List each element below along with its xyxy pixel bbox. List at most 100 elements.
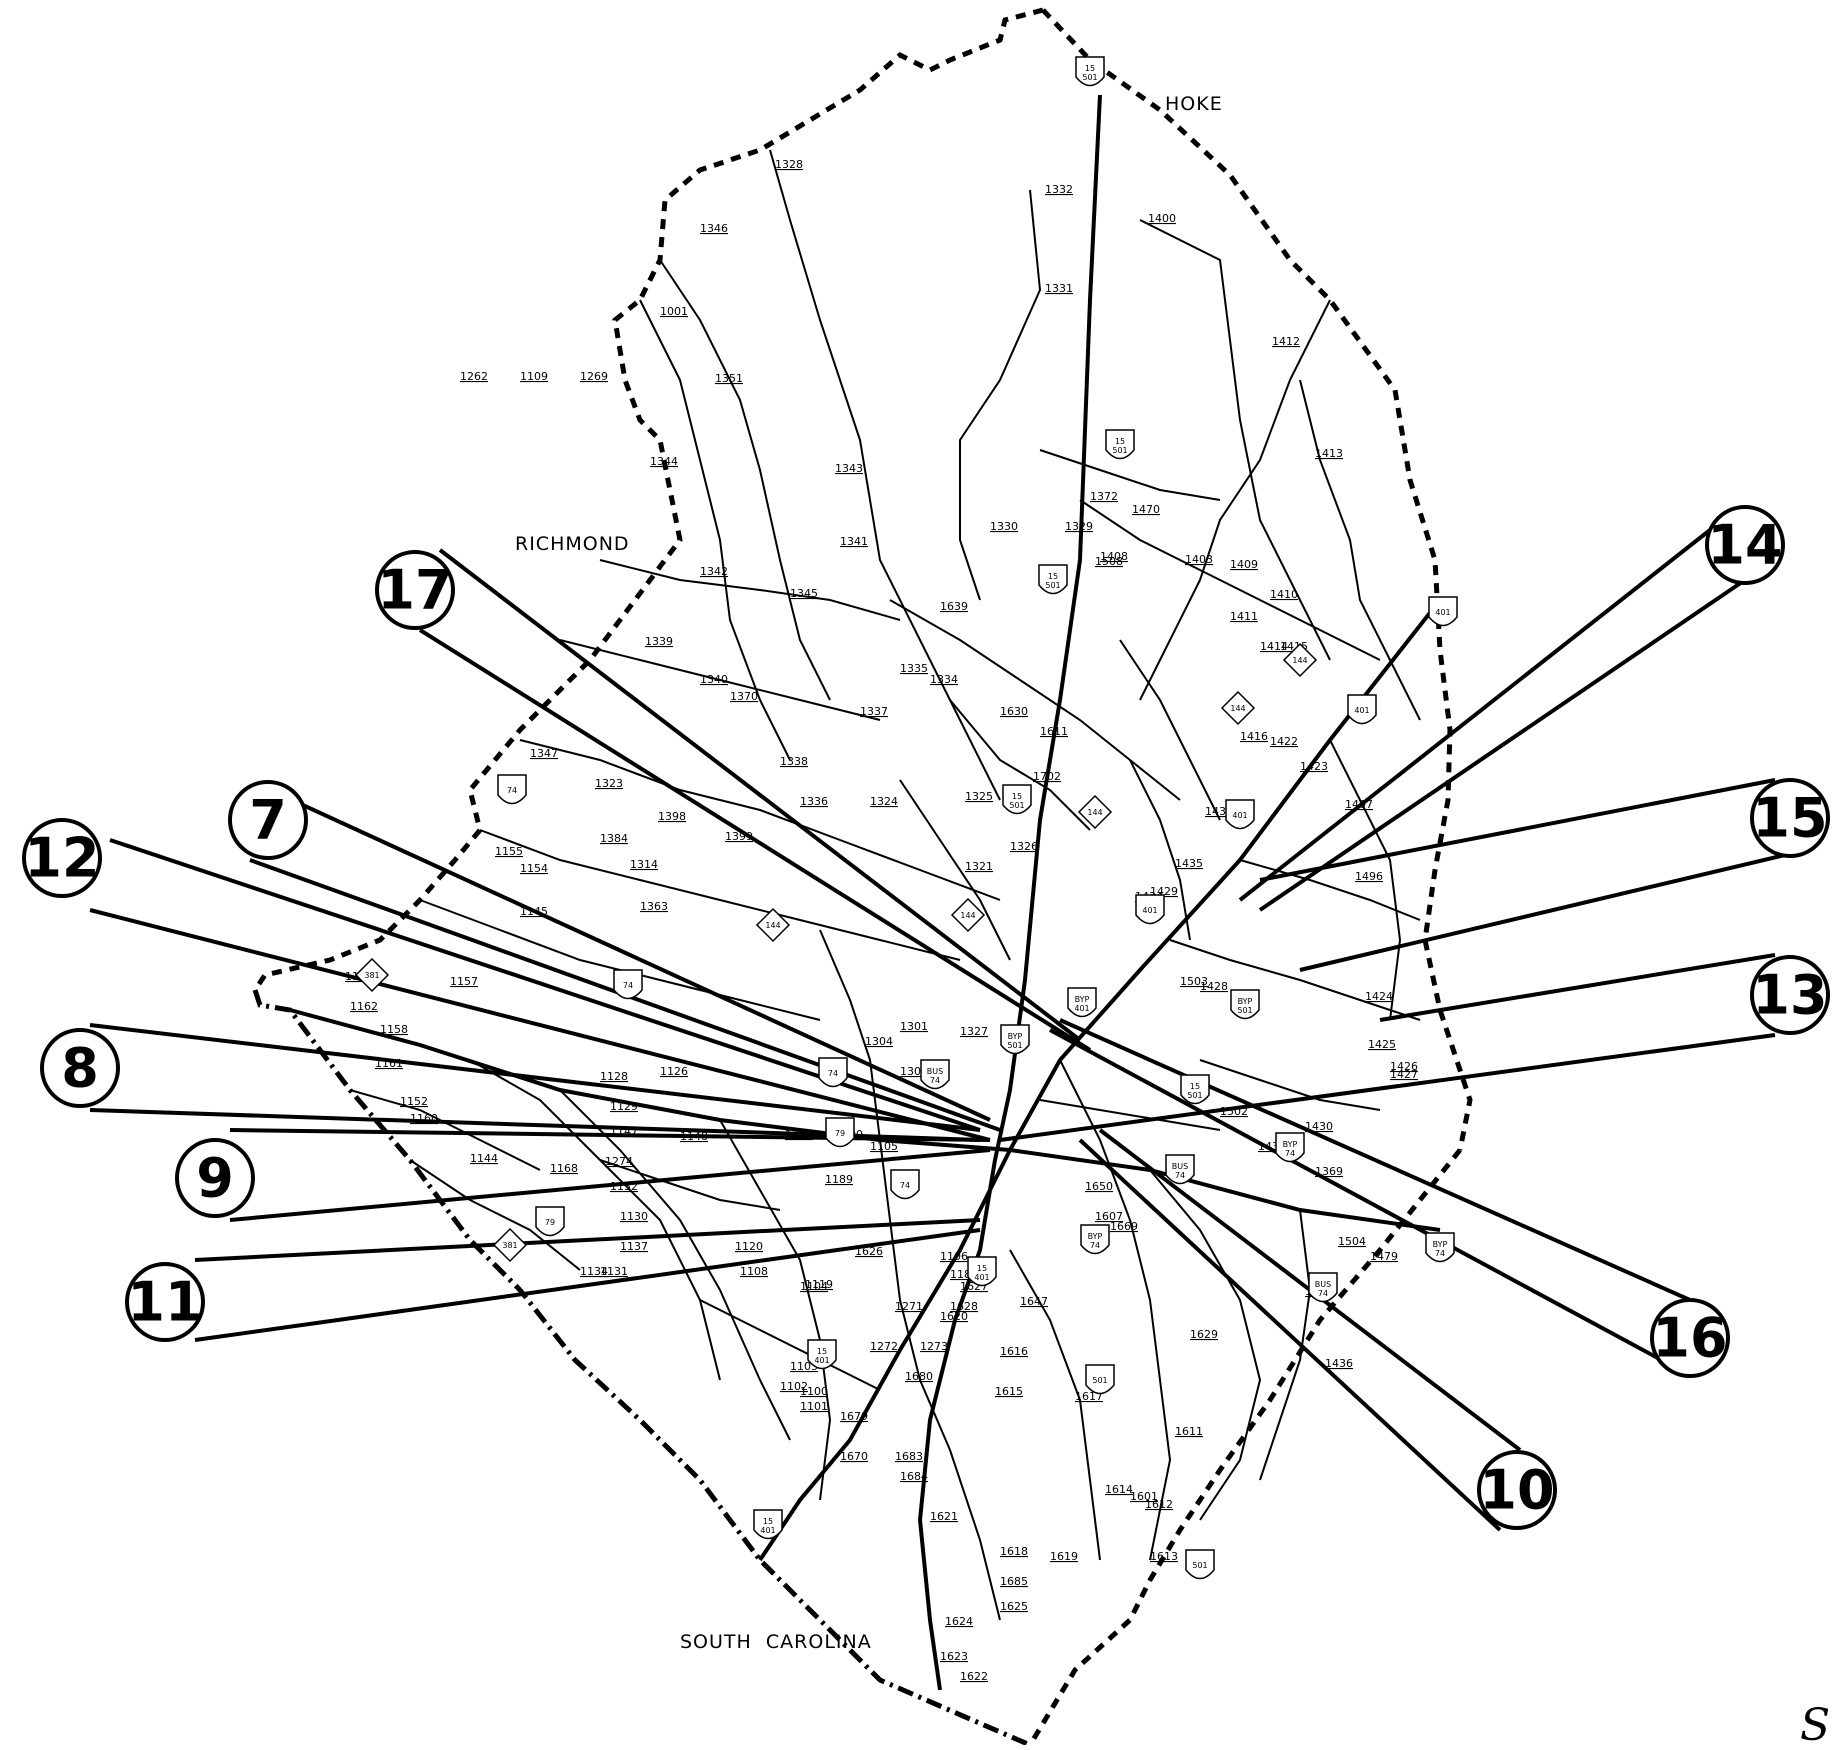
callout-11 — [125, 1262, 205, 1342]
route-label-1346: 1346 — [700, 222, 728, 235]
route-label-1148: 1148 — [680, 1130, 708, 1143]
route-label-1337: 1337 — [860, 705, 888, 718]
route-label-1684: 1684 — [900, 1470, 928, 1483]
route-label-1158: 1158 — [380, 1023, 408, 1036]
route-label-1398: 1398 — [658, 810, 686, 823]
route-label-1321: 1321 — [965, 860, 993, 873]
callout-9-label: 9 — [196, 1147, 234, 1210]
route-label-1152: 1152 — [400, 1095, 428, 1108]
route-label-1370: 1370 — [730, 690, 758, 703]
shield-79-0: 79 — [825, 1117, 855, 1148]
route-label-1414: 1414 — [1260, 640, 1288, 653]
route-label-1336: 1336 — [800, 795, 828, 808]
route-label-1615: 1615 — [995, 1385, 1023, 1398]
route-label-1100: 1100 — [800, 1385, 828, 1398]
route-label-1327: 1327 — [960, 1025, 988, 1038]
route-label-1363: 1363 — [640, 900, 668, 913]
svg-text:BYP: BYP — [1075, 995, 1090, 1004]
svg-text:501: 501 — [1092, 1376, 1107, 1385]
route-label-1607: 1607 — [1095, 1210, 1123, 1223]
route-label-1623: 1623 — [940, 1650, 968, 1663]
route-label-1338: 1338 — [780, 755, 808, 768]
route-label-1132: 1132 — [610, 1180, 638, 1193]
route-label-1679: 1679 — [840, 1410, 868, 1423]
route-label-1155: 1155 — [495, 845, 523, 858]
svg-text:401: 401 — [814, 1356, 829, 1365]
route-label-1612: 1612 — [1145, 1498, 1173, 1511]
route-label-1436: 1436 — [1325, 1357, 1353, 1370]
callout-10-label: 10 — [1479, 1459, 1554, 1522]
route-label-1683: 1683 — [895, 1450, 923, 1463]
route-label-1343: 1343 — [835, 462, 863, 475]
route-label-1331: 1331 — [1045, 282, 1073, 295]
svg-text:501: 501 — [1192, 1561, 1207, 1570]
county-label-hoke: HOKE — [1165, 93, 1223, 115]
route-label-1426: 1426 — [1390, 1060, 1418, 1073]
svg-text:79: 79 — [835, 1129, 845, 1138]
svg-text:BYP: BYP — [1238, 997, 1253, 1006]
route-label-1650: 1650 — [1085, 1180, 1113, 1193]
svg-text:501: 501 — [1045, 581, 1060, 590]
callout-7-label: 7 — [249, 789, 287, 852]
svg-text:15: 15 — [763, 1517, 773, 1526]
route-label-1425: 1425 — [1368, 1038, 1396, 1051]
route-label-1325: 1325 — [965, 790, 993, 803]
route-label-1628: 1628 — [950, 1300, 978, 1313]
callout-16 — [1650, 1298, 1730, 1378]
us-401-road — [758, 598, 1442, 1562]
route-label-1269: 1269 — [580, 370, 608, 383]
svg-text:381: 381 — [364, 971, 379, 980]
callout-10 — [1477, 1450, 1557, 1530]
svg-text:401: 401 — [1354, 706, 1369, 715]
route-label-1427: 1427 — [1390, 1068, 1418, 1081]
route-label-1407: 1407 — [1345, 798, 1373, 811]
route-label-1399: 1399 — [725, 830, 753, 843]
svg-text:401: 401 — [974, 1273, 989, 1282]
hoke-county-border — [1041, 8, 1473, 1151]
svg-text:79: 79 — [545, 1218, 555, 1227]
svg-text:144: 144 — [1292, 656, 1307, 665]
shield-401-3: 401 — [1225, 799, 1255, 830]
svg-text:BYP: BYP — [1088, 1232, 1103, 1241]
route-label-1326: 1326 — [1010, 840, 1038, 853]
route-label-1144: 1144 — [470, 1152, 498, 1165]
route-label-1324: 1324 — [870, 795, 898, 808]
svg-text:BUS: BUS — [1315, 1280, 1331, 1289]
svg-text:501: 501 — [1009, 801, 1024, 810]
route-label-1702: 1702 — [1033, 770, 1061, 783]
route-label-1430: 1430 — [1305, 1120, 1333, 1133]
svg-text:BUS: BUS — [927, 1067, 943, 1076]
route-label-1670: 1670 — [840, 1450, 868, 1463]
svg-text:144: 144 — [960, 911, 975, 920]
svg-text:74: 74 — [930, 1076, 940, 1085]
svg-text:74: 74 — [1175, 1171, 1185, 1180]
route-label-1340: 1340 — [700, 673, 728, 686]
route-label-1422: 1422 — [1270, 735, 1298, 748]
route-label-1620: 1620 — [940, 1310, 968, 1323]
callout-7 — [228, 780, 308, 860]
route-label-1323: 1323 — [595, 777, 623, 790]
svg-text:74: 74 — [828, 1069, 838, 1078]
svg-text:144: 144 — [1230, 704, 1245, 713]
svg-text:15: 15 — [977, 1264, 987, 1273]
route-label-1416: 1416 — [1240, 730, 1268, 743]
route-label-1410: 1410 — [1270, 588, 1298, 601]
route-label-1351: 1351 — [715, 372, 743, 385]
route-label-1347: 1347 — [530, 747, 558, 760]
svg-text:15: 15 — [1048, 572, 1058, 581]
richmond-county-border — [252, 7, 1044, 992]
callout-13-label: 13 — [1752, 964, 1827, 1027]
shield-144-3: 144 — [1220, 690, 1256, 726]
south-carolina-border — [252, 989, 1031, 1748]
route-label-1134: 1134 — [580, 1265, 608, 1278]
